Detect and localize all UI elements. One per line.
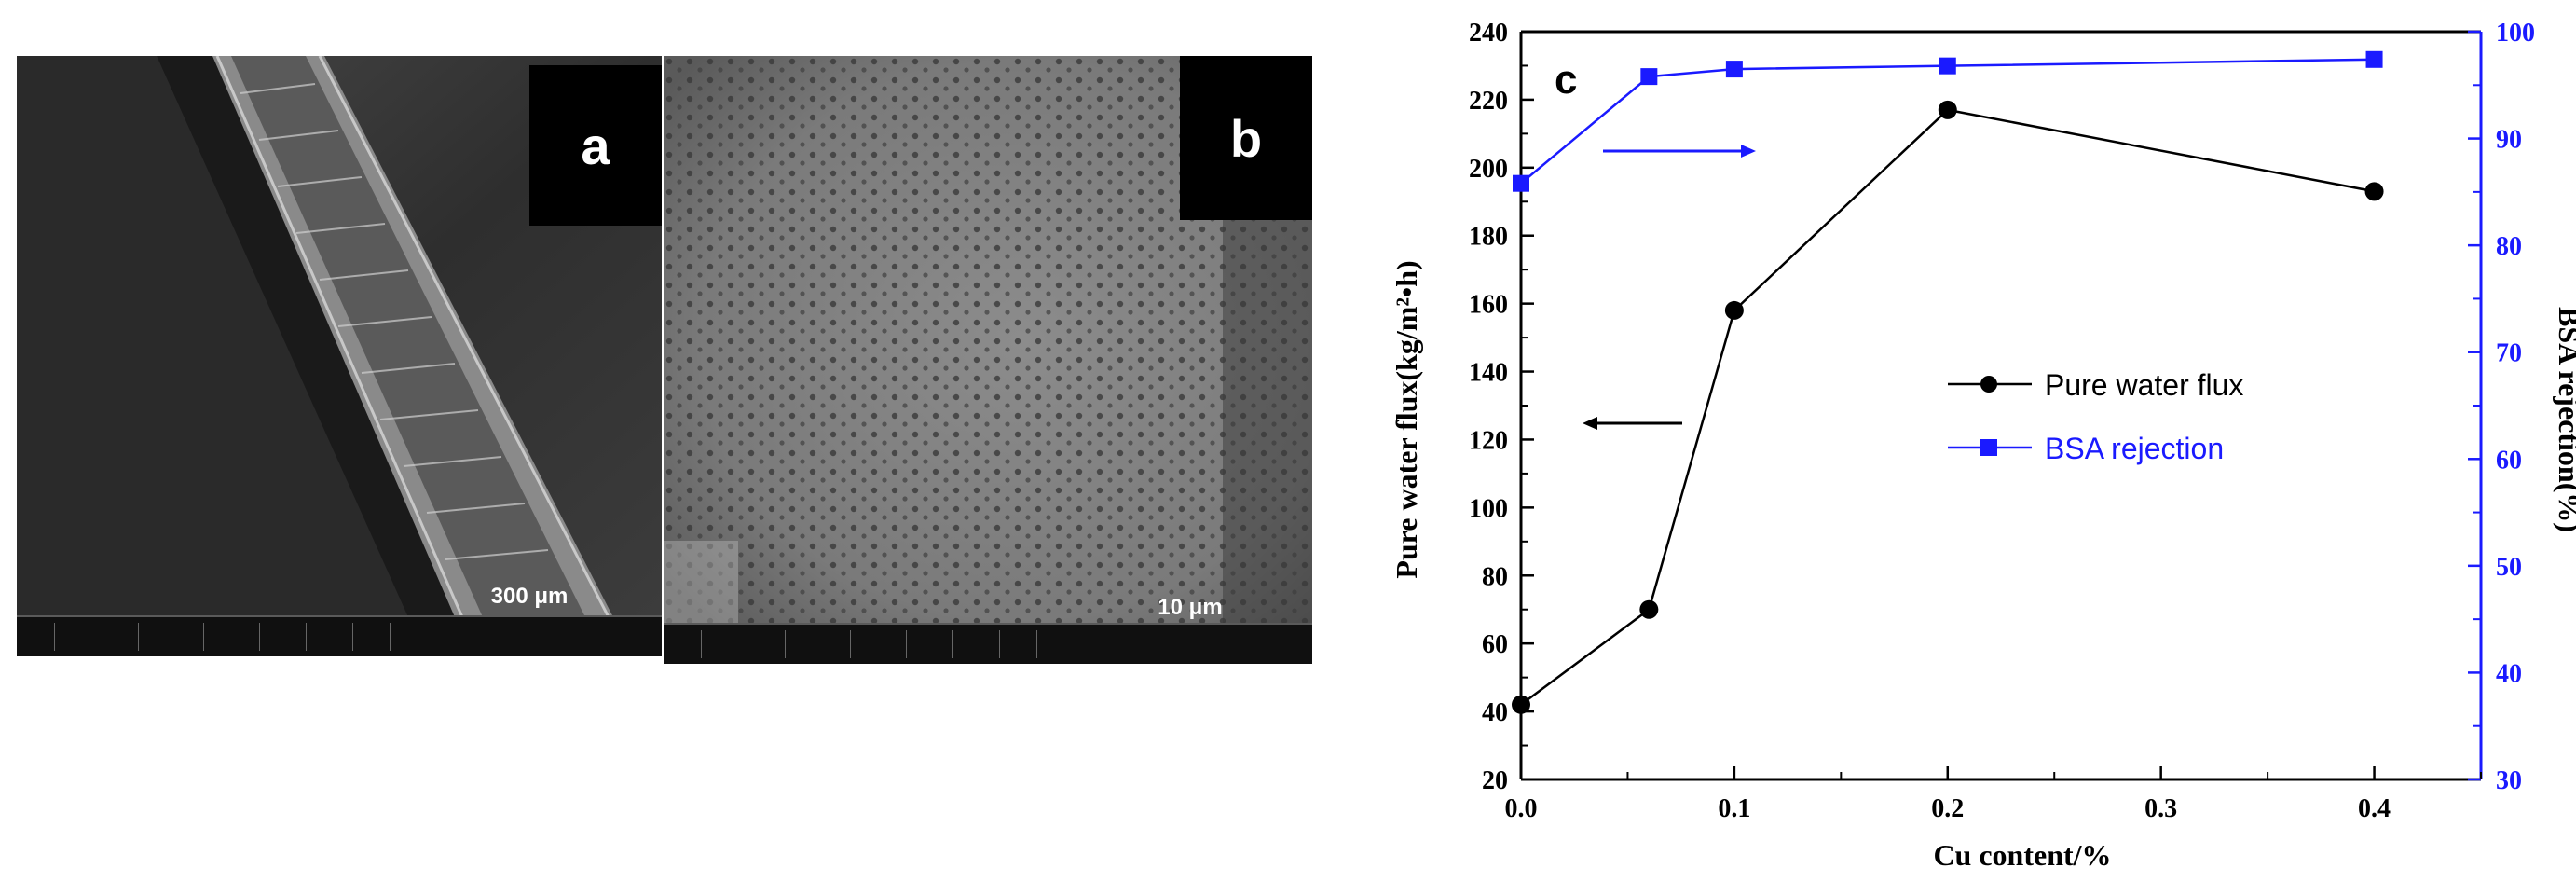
x-axis-ticks: 0.0 0.1 0.2 0.3 0.4 xyxy=(1505,766,2482,823)
data-point-pure-water-flux xyxy=(1724,300,1744,320)
data-point-pure-water-flux xyxy=(1639,599,1659,619)
sem-panel-a: a 300 μm xyxy=(17,56,662,656)
y-right-tick-label: 90 xyxy=(2496,126,2522,155)
sem-panel-b: b 10 μm xyxy=(664,56,1312,664)
y-right-tick-label: 50 xyxy=(2496,553,2522,582)
y-left-tick-label: 20 xyxy=(1482,766,1508,795)
x-tick-label: 0.2 xyxy=(1931,794,1964,823)
y-right-tick-label: 70 xyxy=(2496,339,2522,368)
y-right-axis-label: BSA rejection(%) xyxy=(2553,307,2576,532)
y-left-tick-label: 180 xyxy=(1469,223,1508,252)
data-point-bsa-rejection xyxy=(1725,61,1743,78)
flux-rejection-chart: 0.0 0.1 0.2 0.3 0.4 204060801001201401601802… xyxy=(1390,19,2576,872)
data-point-bsa-rejection xyxy=(1640,68,1658,86)
y-left-tick-label: 220 xyxy=(1469,87,1508,116)
data-point-pure-water-flux xyxy=(1938,100,1957,119)
sem-info-bar-a xyxy=(17,615,662,656)
y-right-tick-label: 30 xyxy=(2496,766,2522,795)
x-tick-label: 0.4 xyxy=(2358,794,2391,823)
data-point-pure-water-flux xyxy=(2364,182,2384,201)
scale-bar-label-a: 300 μm xyxy=(490,584,569,609)
panel-label-c: c xyxy=(1555,57,1577,103)
legend-label-pure-water-flux: Pure water flux xyxy=(2045,368,2243,402)
y-right-tick-label: 60 xyxy=(2496,446,2522,475)
y-right-tick-label: 100 xyxy=(2496,19,2535,48)
left-axis-arrow xyxy=(1583,417,1682,430)
chart-axes xyxy=(1519,30,2483,781)
y-left-tick-label: 40 xyxy=(1482,698,1508,727)
y-left-tick-label: 200 xyxy=(1469,155,1508,184)
y-right-tick-label: 80 xyxy=(2496,232,2522,261)
y-left-tick-label: 140 xyxy=(1469,359,1508,388)
panel-label-b: b xyxy=(1180,56,1312,220)
y-left-tick-label: 240 xyxy=(1469,19,1508,48)
y-right-axis-ticks: 30 40 50 60 70 80 90 100 xyxy=(2468,19,2535,795)
x-tick-label: 0.3 xyxy=(2144,794,2177,823)
legend: Pure water flux BSA rejection xyxy=(1948,368,2243,465)
legend-item-bsa-rejection: BSA rejection xyxy=(1948,432,2224,465)
panel-label-a: a xyxy=(529,65,662,226)
y-left-axis-label: Pure water flux(kg/m²•h) xyxy=(1390,260,1423,578)
data-point-pure-water-flux xyxy=(1512,695,1530,714)
data-point-bsa-rejection xyxy=(2365,50,2383,68)
data-point-bsa-rejection xyxy=(1939,57,1956,75)
right-axis-arrow xyxy=(1603,145,1756,158)
legend-item-pure-water-flux: Pure water flux xyxy=(1948,368,2243,402)
sem-info-bar-b xyxy=(664,623,1312,664)
x-axis-label: Cu content/% xyxy=(1933,838,2111,872)
y-left-tick-label: 60 xyxy=(1482,630,1508,659)
scale-bar-label-b: 10 μm xyxy=(1158,595,1223,620)
y-left-tick-label: 100 xyxy=(1469,494,1508,523)
y-left-tick-label: 160 xyxy=(1469,291,1508,320)
y-right-tick-label: 40 xyxy=(2496,659,2522,688)
x-tick-label: 0.1 xyxy=(1718,794,1750,823)
data-point-bsa-rejection xyxy=(1513,174,1529,192)
y-left-axis-ticks: 20 40 60 80 100 120 140 160 180 200 220 240 xyxy=(1469,19,1534,795)
series-markers xyxy=(1512,50,2384,714)
legend-label-bsa-rejection: BSA rejection xyxy=(2045,432,2224,465)
y-left-tick-label: 120 xyxy=(1469,426,1508,455)
x-tick-label: 0.0 xyxy=(1505,794,1538,823)
y-left-tick-label: 80 xyxy=(1482,562,1508,591)
